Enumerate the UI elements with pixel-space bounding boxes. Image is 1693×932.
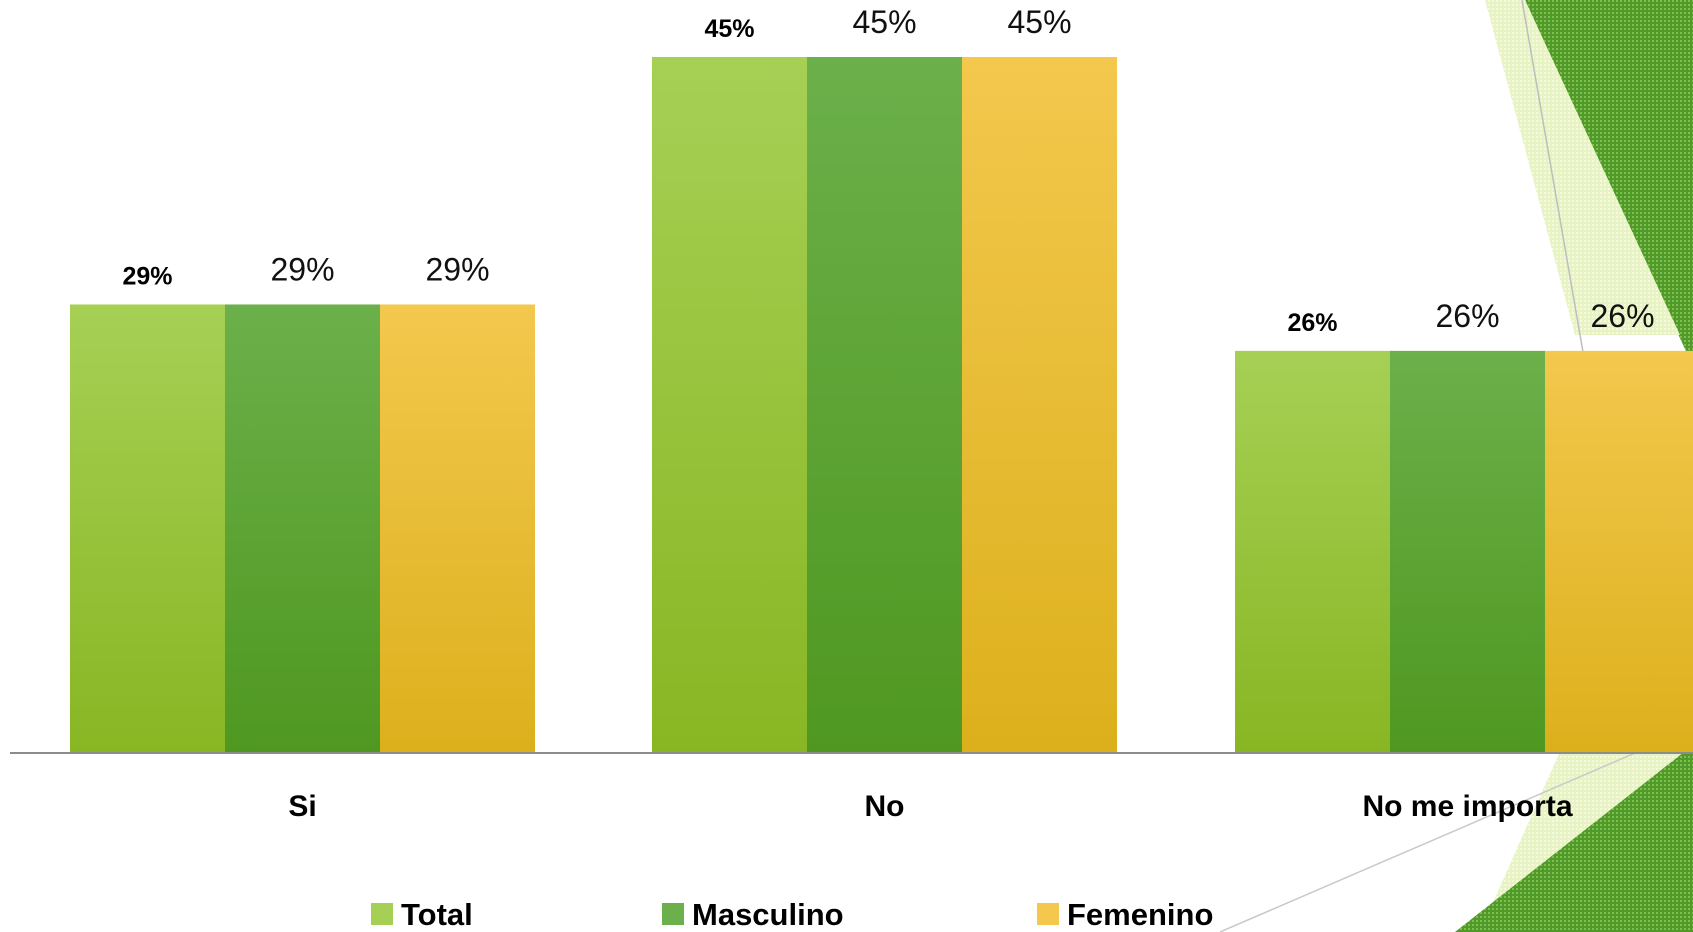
value-label-no-femenino: 45% <box>1007 4 1071 40</box>
value-label-si-masculino: 29% <box>270 251 334 287</box>
value-label-no-me-importa-femenino: 26% <box>1590 298 1654 334</box>
category-label-no: No <box>865 790 905 823</box>
bar-no-me-importa-femenino <box>1545 350 1693 753</box>
legend-swatch-masculino <box>662 903 684 925</box>
decor-green-shape <box>1525 0 1693 360</box>
value-label-si-femenino: 29% <box>425 251 489 287</box>
bar-no-total <box>652 57 807 753</box>
legend-label-total: Total <box>401 897 473 932</box>
legend-swatch-total <box>371 903 393 925</box>
bar-si-femenino <box>380 304 535 753</box>
legend: Total Masculino Femenino <box>371 897 1213 932</box>
legend-swatch-femenino <box>1037 903 1059 925</box>
value-label-no-masculino: 45% <box>852 4 916 40</box>
category-label-si: Si <box>288 790 316 823</box>
value-label-no-total: 45% <box>704 15 754 43</box>
bar-no-me-importa-total <box>1235 350 1390 753</box>
value-label-si-total: 29% <box>122 262 172 290</box>
value-label-no-me-importa-total: 26% <box>1287 309 1337 337</box>
bar-si-masculino <box>225 304 380 753</box>
legend-label-masculino: Masculino <box>692 897 844 932</box>
decor-thin-line <box>1219 727 1693 932</box>
value-labels-layer: 29% 29% 29% 45% 45% 45% 26% 26% 26% <box>122 4 1654 337</box>
bar-no-me-importa-masculino <box>1390 350 1545 753</box>
decor-light-shape <box>1485 0 1680 335</box>
bar-no-masculino <box>807 57 962 753</box>
category-label-no-me-importa: No me importa <box>1362 790 1572 823</box>
decor-green-shape-bottom <box>1455 745 1693 932</box>
bar-no-femenino <box>962 57 1117 753</box>
bar-si-total <box>70 304 225 753</box>
decor-thin-line <box>1521 0 1584 353</box>
bars-layer <box>70 57 1693 753</box>
category-labels-layer: Si No No me importa <box>288 790 1573 823</box>
value-label-no-me-importa-masculino: 26% <box>1435 298 1499 334</box>
legend-label-femenino: Femenino <box>1067 897 1213 932</box>
